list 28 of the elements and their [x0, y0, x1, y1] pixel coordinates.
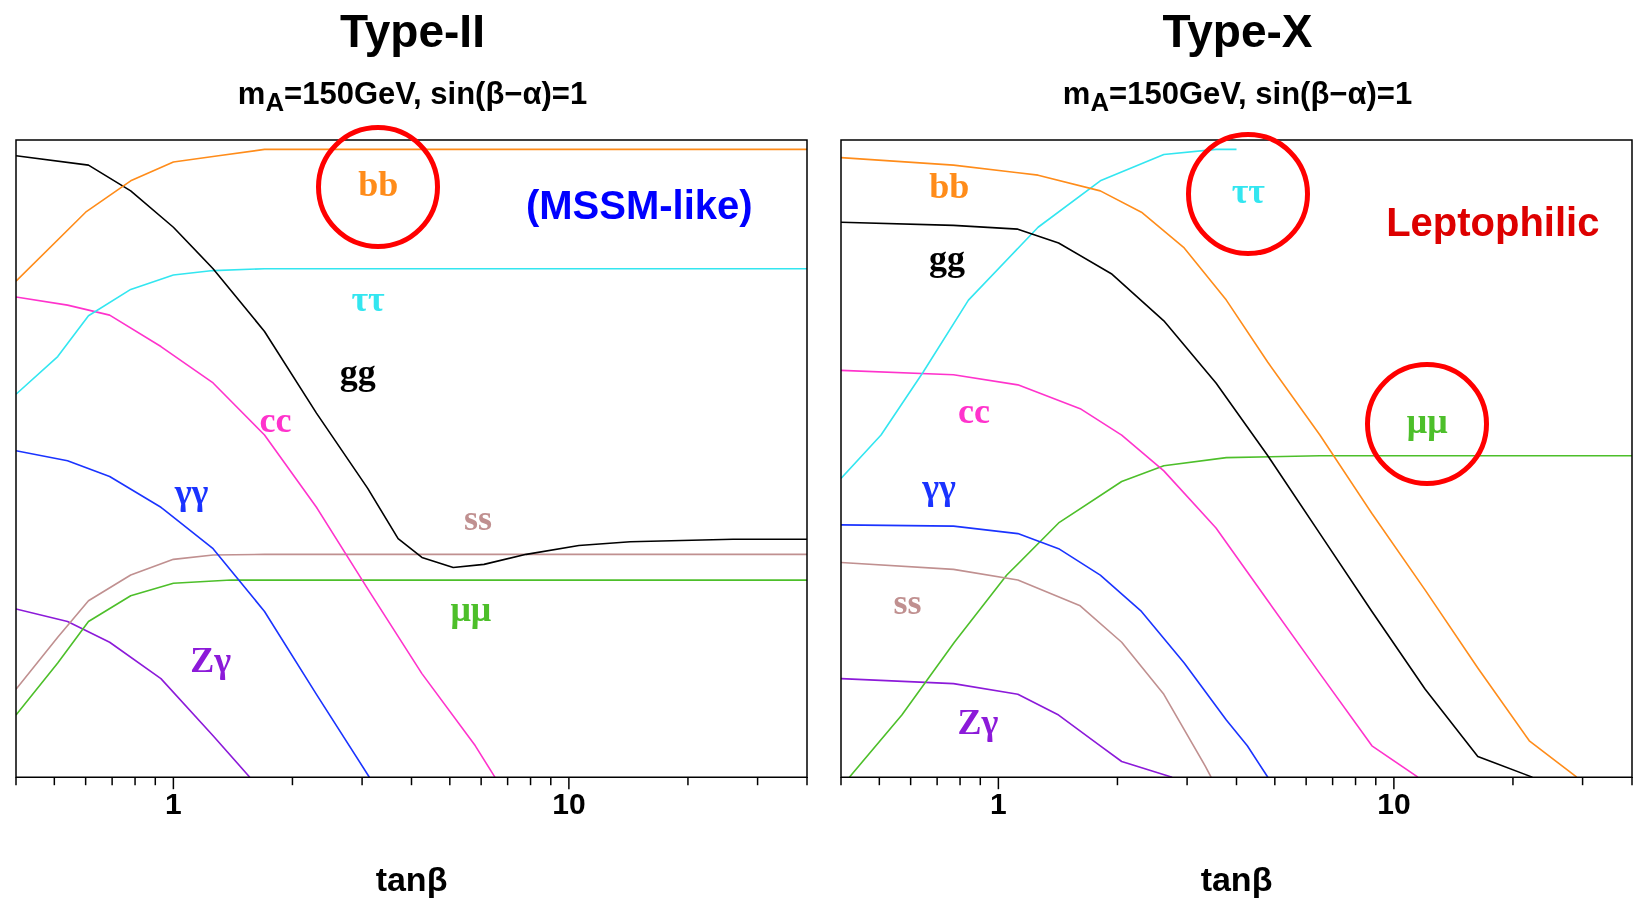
chart-title: Type-II	[339, 4, 486, 58]
series-label: gg	[928, 237, 965, 278]
series-label: ss	[893, 582, 922, 623]
x-tick-label: 1	[165, 787, 182, 821]
series-label: bb	[358, 164, 399, 205]
series-label: cc	[259, 399, 292, 440]
series-label: gg	[339, 352, 376, 393]
series-label: cc	[957, 391, 990, 432]
series-label: ττ	[1231, 171, 1266, 212]
chart-title: Type-X	[1161, 4, 1314, 58]
series-label: μμ	[450, 589, 492, 630]
x-tick-label: 10	[1377, 787, 1411, 821]
chart-subtitle: m$_{A}$=150GeV, sin(β−α)=1	[236, 76, 589, 118]
series-label: bb	[929, 166, 970, 207]
series-label: Zγ	[957, 702, 999, 743]
chart-subtitle: m$_{A}$=150GeV, sin(β−α)=1	[1061, 76, 1414, 118]
x-tick-label: 10	[552, 787, 586, 821]
series-label: ss	[463, 498, 492, 539]
series-label: μμ	[1406, 401, 1448, 442]
series-label: γγ	[921, 467, 957, 508]
annotation: (MSSM-like)	[525, 183, 753, 228]
series-label: γγ	[173, 472, 209, 513]
annotation: Leptophilic	[1386, 200, 1600, 245]
series-label: Zγ	[190, 639, 232, 680]
x-axis-title: tanβ	[375, 859, 448, 898]
x-axis-title: tanβ	[1200, 859, 1273, 898]
series-label: ττ	[351, 279, 385, 320]
x-tick-label: 1	[990, 787, 1007, 821]
